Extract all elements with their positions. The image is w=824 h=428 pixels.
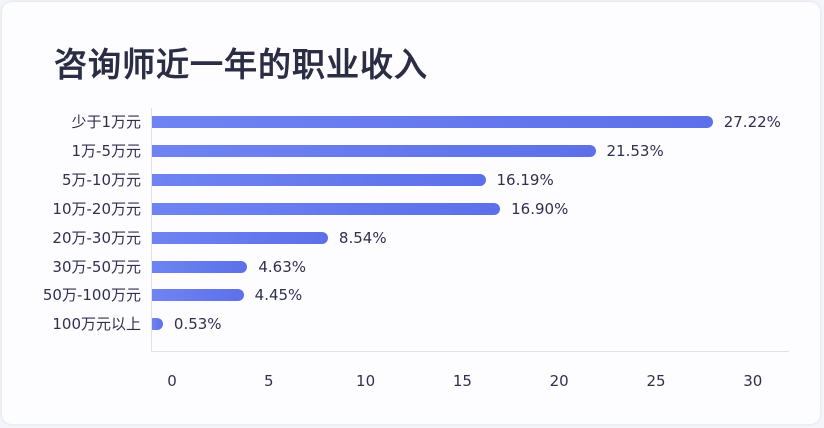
category-label: 1万-5万元 [71,141,142,160]
bar [152,231,328,244]
x-axis-line [151,351,789,352]
category-label: 5万-10万元 [61,170,141,189]
category-label: 少于1万元 [71,113,141,131]
bar [152,260,248,273]
chart-title: 咨询师近一年的职业收入 [54,45,428,84]
value-label: 0.53% [173,315,222,334]
value-label: 16.90% [511,199,569,218]
bar-row: 50万-100万元 4.45% [0,285,824,305]
x-tick-label: 25 [646,372,666,390]
value-label: 21.53% [606,141,664,160]
bar-row: 10万-20万元 16.90% [0,199,824,219]
category-label: 20万-30万元 [52,228,141,247]
bar [152,173,486,186]
bar [152,144,596,157]
value-label: 8.54% [338,228,387,247]
bar-row: 5万-10万元 16.19% [0,170,824,190]
bar [152,289,244,302]
x-tick-label: 0 [167,372,177,390]
y-axis-line [151,108,152,352]
value-label: 27.22% [723,113,781,131]
value-label: 16.19% [496,170,554,189]
x-tick-label: 10 [356,372,376,390]
category-label: 30万-50万元 [52,257,141,276]
value-label: 4.45% [254,286,303,305]
bar [152,116,713,128]
category-label: 100万元以上 [52,315,141,334]
bar-row: 100万元以上 0.53% [0,314,824,334]
bar [152,202,501,215]
x-tick-label: 5 [264,372,274,390]
bar-row: 少于1万元 27.22% [0,112,824,132]
category-label: 50万-100万元 [42,286,141,305]
x-tick-label: 15 [452,372,472,390]
bar-row: 1万-5万元 21.53% [0,141,824,161]
category-label: 10万-20万元 [52,199,141,218]
x-tick-label: 30 [743,372,763,390]
x-tick-label: 20 [549,372,569,390]
value-label: 4.63% [258,257,307,276]
bar-row: 30万-50万元 4.63% [0,257,824,277]
bar-row: 20万-30万元 8.54% [0,228,824,248]
bar [152,318,163,331]
